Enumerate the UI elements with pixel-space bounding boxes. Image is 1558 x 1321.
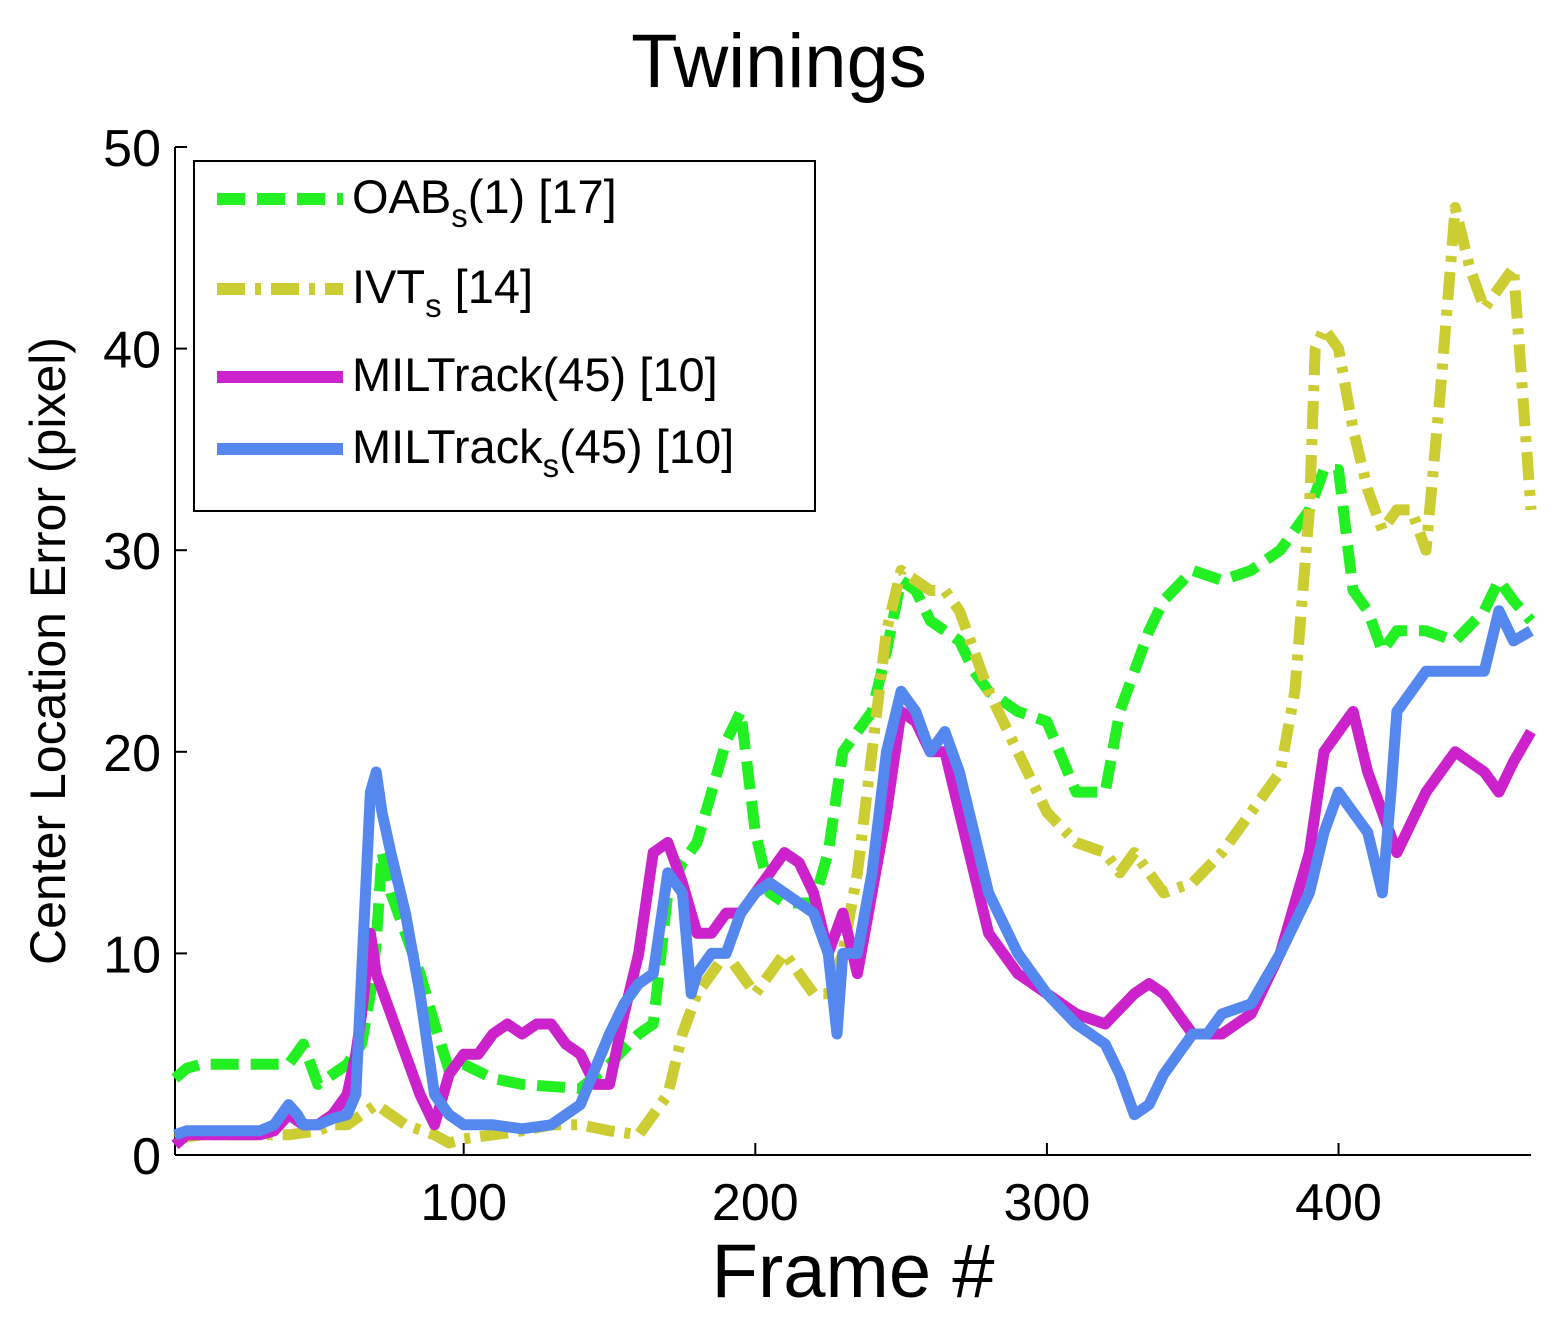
y-axis-label: Center Location Error (pixel): [20, 336, 76, 966]
legend-swatch-ivt: [217, 283, 343, 295]
legend-label-oab: OABs(1) [17]: [352, 170, 617, 234]
x-axis-label: Frame #: [711, 1229, 995, 1314]
x-tick-label: 200: [712, 1174, 799, 1232]
legend-label-miltrack: MILTrack(45) [10]: [352, 348, 718, 401]
legend: OABs(1) [17] IVTs [14] MILTrack(45) [10]…: [193, 160, 816, 512]
series-miltrack-s: [173, 605, 1534, 1141]
x-tick-label: 300: [1004, 1174, 1091, 1232]
x-tick-label: 400: [1295, 1174, 1382, 1232]
x-tick-label: 100: [420, 1174, 507, 1232]
legend-swatch-oab: [217, 193, 343, 205]
legend-swatch-miltrack-s: [217, 443, 343, 455]
chart-title: Twinings: [631, 19, 927, 104]
legend-item-ivt: IVTs [14]: [195, 254, 814, 334]
legend-item-oab: OABs(1) [17]: [195, 164, 814, 244]
series-ivt: [174, 202, 1537, 1149]
y-tick-label: 30: [103, 523, 161, 581]
legend-item-miltrack-s: MILTracks(45) [10]: [195, 414, 814, 494]
legend-item-miltrack: MILTrack(45) [10]: [195, 342, 814, 422]
y-tick-label: 0: [132, 1128, 161, 1186]
y-tick-label: 50: [103, 120, 161, 178]
legend-label-miltrack-s: MILTracks(45) [10]: [352, 420, 735, 484]
y-tick-label: 10: [103, 926, 161, 984]
plot-lines: [171, 202, 1537, 1150]
y-tick-label: 40: [103, 322, 161, 380]
legend-swatch-miltrack: [217, 371, 343, 383]
y-tick-label: 20: [103, 725, 161, 783]
axes: 0 10 20 30 40 50 100 200 300 400: [103, 120, 1531, 1232]
legend-label-ivt: IVTs [14]: [352, 260, 534, 324]
